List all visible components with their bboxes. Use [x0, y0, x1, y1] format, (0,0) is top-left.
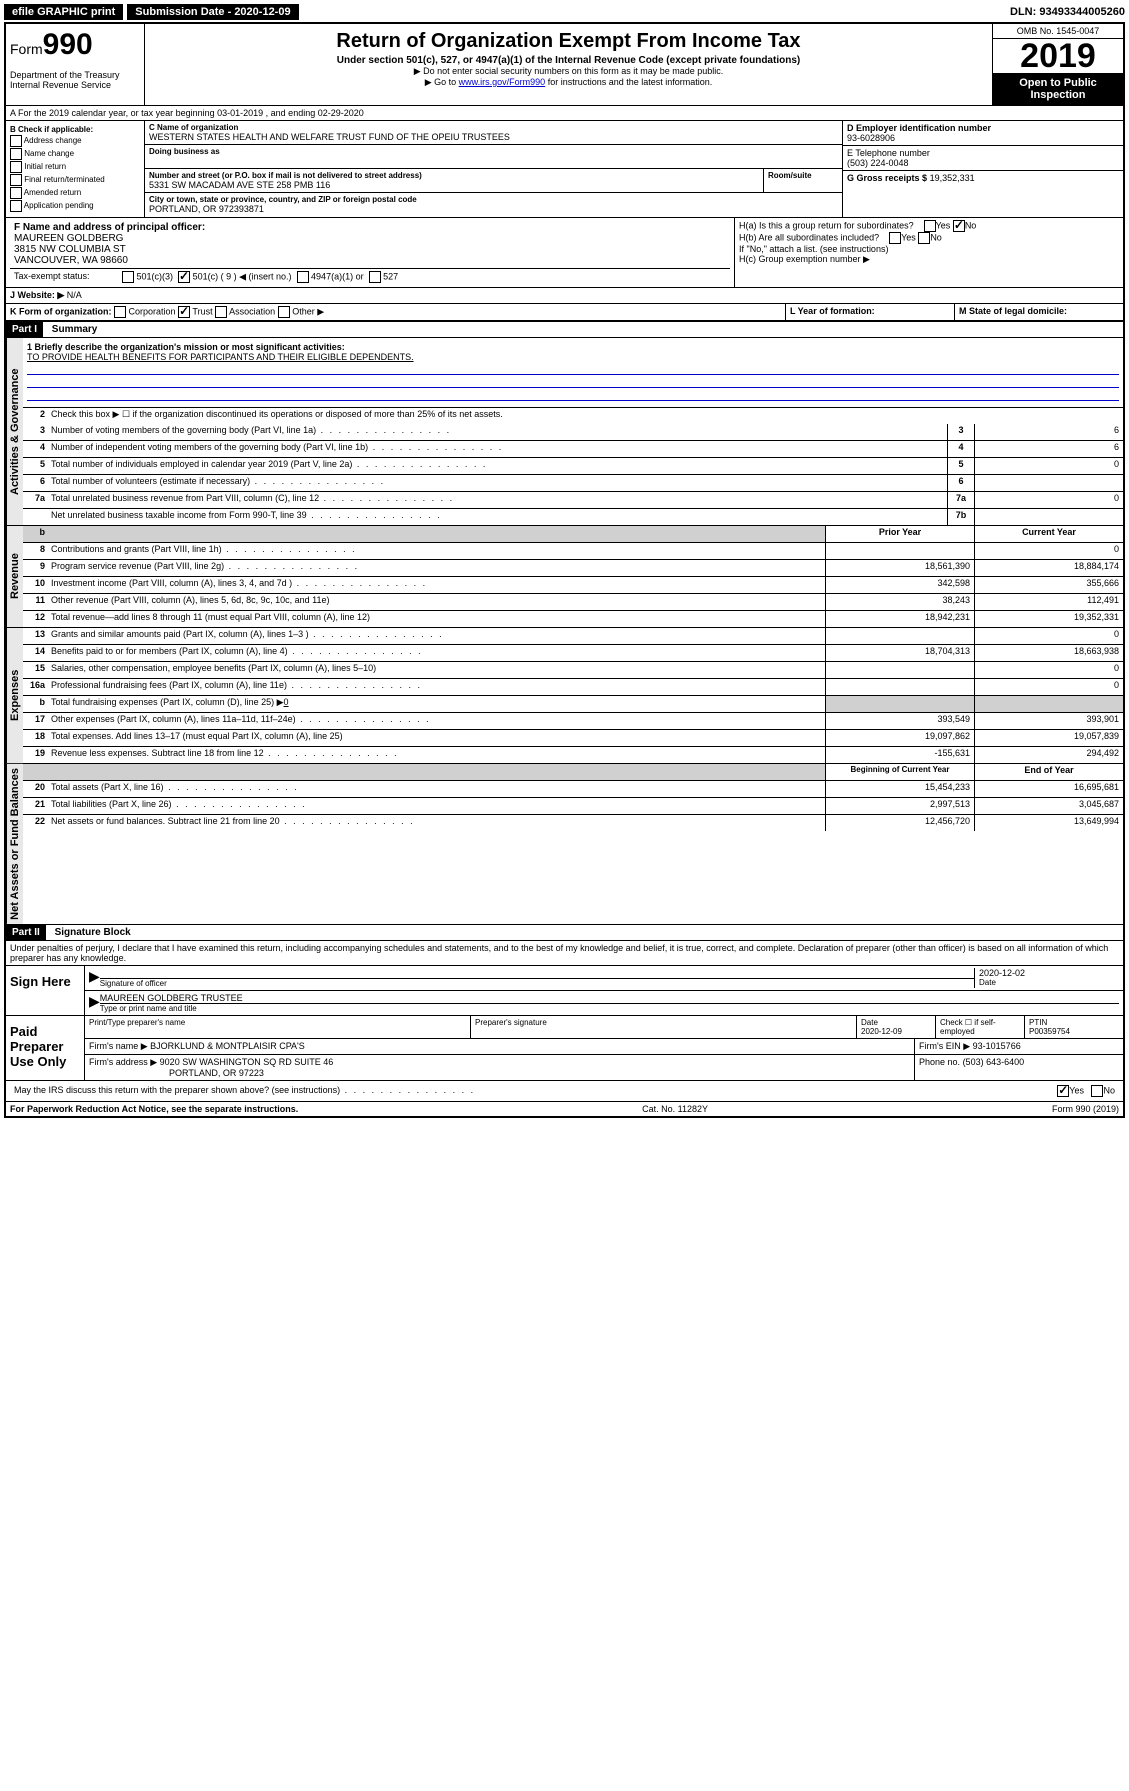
dln-label: DLN: 93493344005260	[1010, 6, 1125, 18]
form-number: Form990	[10, 28, 140, 62]
section-b: B Check if applicable: Address change Na…	[6, 121, 145, 217]
footer-cat: Cat. No. 11282Y	[642, 1104, 708, 1114]
checkbox-amended[interactable]	[10, 187, 22, 199]
checkbox-527[interactable]	[369, 271, 381, 283]
gross-receipts: 19,352,331	[930, 173, 975, 183]
open-public-badge: Open to Public Inspection	[993, 73, 1123, 105]
website: N/A	[67, 290, 82, 301]
street-address: 5331 SW MACADAM AVE STE 258 PMB 116	[149, 180, 759, 190]
tab-expenses: Expenses	[6, 628, 23, 763]
top-toolbar: efile GRAPHIC print Submission Date - 20…	[4, 4, 1125, 20]
section-c: C Name of organization WESTERN STATES HE…	[145, 121, 842, 217]
checkbox-pending[interactable]	[10, 200, 22, 212]
sign-date: 2020-12-02	[979, 968, 1119, 978]
note-ssn: ▶ Do not enter social security numbers o…	[149, 66, 988, 77]
tab-governance: Activities & Governance	[6, 338, 23, 525]
section-d: D Employer identification number 93-6028…	[842, 121, 1123, 217]
paid-preparer-label: Paid Preparer Use Only	[6, 1016, 84, 1080]
footer-form: Form 990 (2019)	[1052, 1104, 1119, 1114]
checkbox-initial[interactable]	[10, 161, 22, 173]
checkbox-4947[interactable]	[297, 271, 309, 283]
checkbox-hb-no[interactable]	[918, 232, 930, 244]
checkbox-trust[interactable]	[178, 306, 190, 318]
perjury-text: Under penalties of perjury, I declare th…	[6, 941, 1123, 965]
tab-net-assets: Net Assets or Fund Balances	[6, 764, 23, 924]
tab-revenue: Revenue	[6, 526, 23, 627]
ein: 93-6028906	[847, 133, 1119, 143]
form-container: Form990 Department of the Treasury Inter…	[4, 22, 1125, 1118]
officer-name: MAUREEN GOLDBERG	[14, 233, 726, 244]
efile-button[interactable]: efile GRAPHIC print	[4, 4, 123, 20]
ptin: P00359754	[1029, 1027, 1119, 1036]
city-state-zip: PORTLAND, OR 972393871	[149, 204, 838, 214]
note-link: ▶ Go to www.irs.gov/Form990 for instruct…	[149, 77, 988, 88]
officer-print-name: MAUREEN GOLDBERG TRUSTEE	[100, 993, 1119, 1004]
irs-link[interactable]: www.irs.gov/Form990	[459, 77, 546, 87]
dept-label: Department of the Treasury Internal Reve…	[10, 70, 140, 90]
sign-here-label: Sign Here	[6, 966, 84, 1015]
part1-header: Part I	[6, 322, 43, 337]
mission-text: TO PROVIDE HEALTH BENEFITS FOR PARTICIPA…	[27, 352, 1119, 362]
firm-phone: (503) 643-6400	[963, 1057, 1025, 1067]
checkbox-name[interactable]	[10, 148, 22, 160]
checkbox-final[interactable]	[10, 174, 22, 186]
firm-ein: 93-1015766	[973, 1041, 1021, 1051]
checkbox-assoc[interactable]	[215, 306, 227, 318]
preparer-date: 2020-12-09	[861, 1027, 931, 1036]
form-title: Return of Organization Exempt From Incom…	[149, 30, 988, 53]
submission-button[interactable]: Submission Date - 2020-12-09	[127, 4, 298, 20]
part2-header: Part II	[6, 925, 46, 940]
firm-name: BJORKLUND & MONTPLAISIR CPA'S	[150, 1041, 305, 1051]
row-a-period: A For the 2019 calendar year, or tax yea…	[6, 106, 1123, 121]
form-subtitle: Under section 501(c), 527, or 4947(a)(1)…	[149, 55, 988, 66]
checkbox-other[interactable]	[278, 306, 290, 318]
checkbox-discuss-yes[interactable]	[1057, 1085, 1069, 1097]
phone: (503) 224-0048	[847, 158, 1119, 168]
checkbox-ha-no[interactable]	[953, 220, 965, 232]
checkbox-501c[interactable]	[178, 271, 190, 283]
checkbox-corp[interactable]	[114, 306, 126, 318]
checkbox-501c3[interactable]	[122, 271, 134, 283]
org-name: WESTERN STATES HEALTH AND WELFARE TRUST …	[149, 132, 838, 142]
tax-year: 2019	[993, 39, 1123, 73]
checkbox-hb-yes[interactable]	[889, 232, 901, 244]
checkbox-discuss-no[interactable]	[1091, 1085, 1103, 1097]
checkbox-address[interactable]	[10, 135, 22, 147]
checkbox-ha-yes[interactable]	[924, 220, 936, 232]
footer-left: For Paperwork Reduction Act Notice, see …	[10, 1104, 298, 1114]
